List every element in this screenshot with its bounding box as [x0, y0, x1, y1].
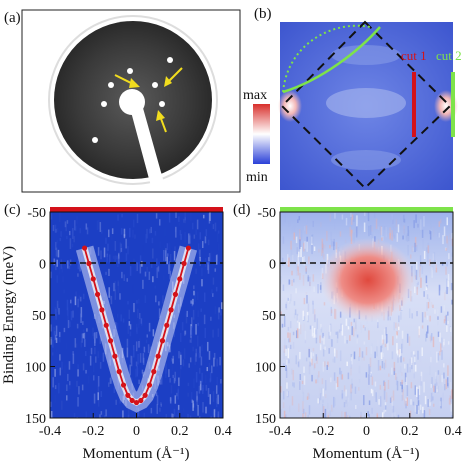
y-ticks-c: -50 0 50 100 150	[25, 206, 55, 427]
dispersion-point	[125, 392, 131, 398]
dispersion-point	[99, 307, 105, 313]
x-ticks-d: -0.4 -0.2 0 0.2 0.4	[269, 413, 462, 439]
spectrum-c-background	[50, 212, 223, 418]
x-tick-label-d-4: 0.4	[444, 424, 462, 439]
leed-outer-ring	[48, 15, 218, 185]
y-ticks-d: -50 0 50 100 150	[255, 206, 285, 427]
dispersion-point	[120, 382, 127, 388]
electron-gun	[119, 89, 166, 190]
panel-b-label: (b)	[254, 6, 272, 22]
x-tick-label-c-2: 0	[133, 424, 140, 439]
dispersion-point	[103, 322, 109, 328]
yellow-arrows	[114, 67, 183, 133]
colorbar	[253, 104, 270, 164]
cut1-bar	[50, 207, 223, 212]
y-tick-label-d-4: 150	[255, 412, 276, 427]
x-tick-label-d-2: 0	[363, 424, 370, 439]
dispersion-point	[112, 353, 118, 359]
y-axis-label-c: Binding Energy (meV)	[1, 246, 17, 384]
dispersion-point	[164, 322, 170, 328]
y-tick-label-d-2: 50	[262, 309, 276, 324]
x-tick-label-c-3: 0.2	[171, 424, 189, 439]
x-tick-label-c-0: -0.4	[39, 424, 61, 439]
y-tick-label-c-0: -50	[27, 206, 46, 221]
brillouin-zone-dashes	[280, 20, 452, 190]
cut2-bar	[280, 207, 453, 212]
panel-c: -0.4 -0.2 0 0.2 0.4 -50 0 50 100 150 Momentum (Å…	[1, 202, 232, 462]
cut2-label: cut 2	[436, 48, 462, 63]
green-dotted-arc	[282, 24, 371, 93]
x-ticks-c: -0.4 -0.2 0 0.2 0.4	[39, 413, 232, 439]
hot-edge-left	[278, 90, 302, 122]
x-tick-label-c-4: 0.4	[214, 424, 232, 439]
dispersion-point	[172, 291, 179, 297]
dispersion-point	[146, 382, 153, 388]
panel-a: (a)	[4, 9, 241, 193]
y-tick-label-c-1: 0	[39, 258, 46, 273]
dispersion-point	[129, 397, 135, 404]
y-tick-label-c-3: 100	[25, 361, 46, 376]
green-solid-arc	[282, 26, 381, 94]
dispersion-point	[181, 260, 187, 267]
y-tick-label-c-4: 150	[25, 412, 46, 427]
dispersion-point	[86, 260, 92, 267]
dispersion-point	[185, 245, 191, 251]
dispersion-point	[116, 369, 122, 375]
x-tick-label-d-1: -0.2	[312, 424, 334, 439]
x-tick-label-d-0: -0.4	[269, 424, 291, 439]
panel-d: -0.4 -0.2 0 0.2 0.4 -50 0 50 100 150 Momentum (Å…	[233, 202, 462, 462]
spectral-weight-hotspot	[320, 238, 416, 322]
colorbar-max-label: max	[243, 88, 267, 103]
dispersion-point	[94, 291, 101, 297]
dispersion-point	[151, 369, 157, 375]
dispersion-point	[138, 397, 144, 404]
dispersion-point	[142, 392, 148, 398]
dispersion-point	[177, 276, 183, 282]
y-tick-label-d-3: 100	[255, 361, 276, 376]
x-tick-label-d-3: 0.2	[401, 424, 419, 439]
x-tick-label-c-1: -0.2	[82, 424, 104, 439]
panel-c-label: (c)	[4, 202, 21, 218]
panel-b: cut 1 cut 2 max min (b)	[243, 6, 462, 190]
dispersion-point	[155, 353, 161, 359]
dispersion-point	[90, 276, 96, 282]
dispersion-point	[82, 245, 88, 251]
dispersion-point	[133, 399, 140, 406]
dispersion-point	[107, 338, 114, 344]
panel-a-label: (a)	[4, 10, 21, 26]
dispersion-point	[159, 338, 166, 344]
panel-d-label: (d)	[233, 202, 251, 218]
y-tick-label-c-2: 50	[32, 309, 46, 324]
y-tick-label-d-0: -50	[257, 206, 276, 221]
x-axis-label-d: Momentum (Å⁻¹)	[313, 446, 420, 462]
x-axis-label-c: Momentum (Å⁻¹)	[83, 446, 190, 462]
dispersion-point	[168, 307, 174, 313]
cut1-label: cut 1	[401, 48, 427, 63]
dispersion-points	[82, 245, 191, 406]
colorbar-min-label: min	[246, 170, 268, 185]
y-tick-label-d-1: 0	[269, 258, 276, 273]
